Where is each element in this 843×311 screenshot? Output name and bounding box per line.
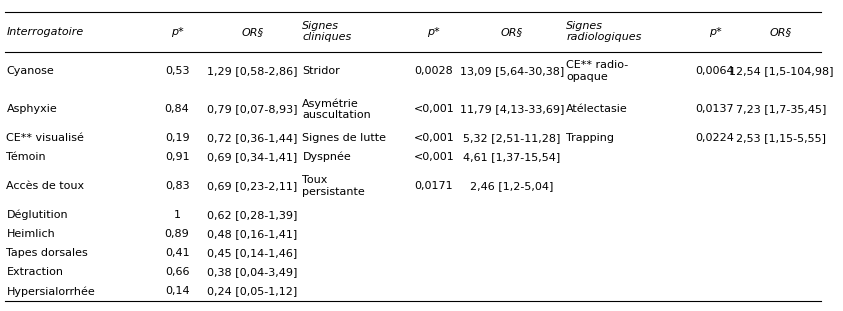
Text: Tapes dorsales: Tapes dorsales [7,248,89,258]
Text: 0,79 [0,07-8,93]: 0,79 [0,07-8,93] [207,104,298,114]
Text: 1,29 [0,58-2,86]: 1,29 [0,58-2,86] [207,66,298,76]
Text: 0,0028: 0,0028 [415,66,454,76]
Text: 2,53 [1,15-5,55]: 2,53 [1,15-5,55] [736,133,826,143]
Text: p*: p* [709,27,722,37]
Text: 0,83: 0,83 [164,181,190,191]
Text: 0,41: 0,41 [164,248,190,258]
Text: 0,69 [0,34-1,41]: 0,69 [0,34-1,41] [207,152,298,162]
Text: 0,53: 0,53 [165,66,190,76]
Text: 13,09 [5,64-30,38]: 13,09 [5,64-30,38] [459,66,564,76]
Text: 0,69 [0,23-2,11]: 0,69 [0,23-2,11] [207,181,298,191]
Text: 0,0064: 0,0064 [695,66,734,76]
Text: Heimlich: Heimlich [7,229,55,239]
Text: 0,0224: 0,0224 [695,133,734,143]
Text: 7,23 [1,7-35,45]: 7,23 [1,7-35,45] [736,104,826,114]
Text: Cyanose: Cyanose [7,66,54,76]
Text: Témoin: Témoin [7,152,46,162]
Text: Asphyxie: Asphyxie [7,104,57,114]
Text: Déglutition: Déglutition [7,210,68,220]
Text: 0,62 [0,28-1,39]: 0,62 [0,28-1,39] [207,210,298,220]
Text: <0,001: <0,001 [414,104,454,114]
Text: Interrogatoire: Interrogatoire [7,27,83,37]
Text: 5,32 [2,51-11,28]: 5,32 [2,51-11,28] [463,133,561,143]
Text: 4,61 [1,37-15,54]: 4,61 [1,37-15,54] [463,152,561,162]
Text: p*: p* [171,27,184,37]
Text: CE** visualisé: CE** visualisé [7,133,84,143]
Text: Atélectasie: Atélectasie [566,104,628,114]
Text: 0,24 [0,05-1,12]: 0,24 [0,05-1,12] [207,286,298,296]
Text: 0,19: 0,19 [164,133,190,143]
Text: Stridor: Stridor [303,66,340,76]
Text: Trapping: Trapping [566,133,615,143]
Text: 0,0137: 0,0137 [695,104,734,114]
Text: OR§: OR§ [241,27,264,37]
Text: Extraction: Extraction [7,267,63,277]
Text: p*: p* [427,27,440,37]
Text: 0,91: 0,91 [164,152,190,162]
Text: 2,46 [1,2-5,04]: 2,46 [1,2-5,04] [470,181,554,191]
Text: 0,48 [0,16-1,41]: 0,48 [0,16-1,41] [207,229,298,239]
Text: 11,79 [4,13-33,69]: 11,79 [4,13-33,69] [459,104,564,114]
Text: 0,72 [0,36-1,44]: 0,72 [0,36-1,44] [207,133,298,143]
Text: Toux
persistante: Toux persistante [303,175,365,197]
Text: 1: 1 [174,210,180,220]
Text: 0,45 [0,14-1,46]: 0,45 [0,14-1,46] [207,248,298,258]
Text: Signes
radiologiques: Signes radiologiques [566,21,642,43]
Text: 0,89: 0,89 [164,229,190,239]
Text: Accès de toux: Accès de toux [7,181,84,191]
Text: Dyspnée: Dyspnée [303,152,352,162]
Text: 0,0171: 0,0171 [415,181,454,191]
Text: OR§: OR§ [770,27,792,37]
Text: Signes
cliniques: Signes cliniques [303,21,352,43]
Text: CE** radio-
opaque: CE** radio- opaque [566,60,628,82]
Text: Signes de lutte: Signes de lutte [303,133,386,143]
Text: Asymétrie
auscultation: Asymétrie auscultation [303,98,371,120]
Text: Hypersialorrhée: Hypersialorrhée [7,286,95,297]
Text: 0,14: 0,14 [164,286,190,296]
Text: 12,54 [1,5-104,98]: 12,54 [1,5-104,98] [728,66,833,76]
Text: <0,001: <0,001 [414,133,454,143]
Text: 0,38 [0,04-3,49]: 0,38 [0,04-3,49] [207,267,298,277]
Text: 0,66: 0,66 [165,267,190,277]
Text: OR§: OR§ [501,27,523,37]
Text: 0,84: 0,84 [164,104,190,114]
Text: <0,001: <0,001 [414,152,454,162]
